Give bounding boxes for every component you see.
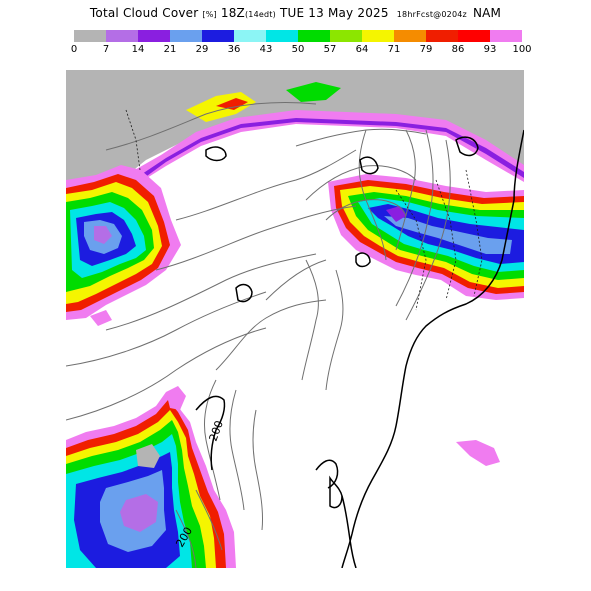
legend-swatch-2 bbox=[138, 30, 170, 42]
legend-swatch-5 bbox=[234, 30, 266, 42]
cloud-patch-small-2 bbox=[456, 440, 500, 466]
legend-tick-21: 21 bbox=[163, 44, 177, 55]
contour-line-6 bbox=[66, 327, 267, 421]
contour-line-15 bbox=[325, 269, 344, 391]
legend-tick-43: 43 bbox=[259, 44, 273, 55]
legend-tick-71: 71 bbox=[387, 44, 401, 55]
legend-ticks: 0 7 14 21 29 36 43 50 57 64 71 79 86 93 100 bbox=[70, 44, 532, 58]
cloud-east-lightblue bbox=[384, 216, 512, 254]
legend-tick-64: 64 bbox=[355, 44, 369, 55]
contour-line-5 bbox=[66, 291, 267, 367]
legend-tick-29: 29 bbox=[195, 44, 209, 55]
title-forecast: 18hrFcst@0204z bbox=[396, 10, 467, 19]
contour-line-22 bbox=[265, 259, 327, 301]
cloud-southwest-north-lobe bbox=[166, 386, 186, 410]
legend-tick-36: 36 bbox=[227, 44, 241, 55]
contour-line-11 bbox=[395, 129, 416, 251]
legend-swatch-13 bbox=[490, 30, 522, 42]
contour-line-21 bbox=[358, 129, 387, 261]
coastlines bbox=[195, 129, 524, 568]
coastline-east bbox=[341, 129, 524, 568]
contour-line-7 bbox=[215, 299, 327, 371]
cloud-southwest-grey bbox=[136, 444, 160, 468]
contour-line-14 bbox=[301, 259, 319, 381]
legend-swatch-10 bbox=[394, 30, 426, 42]
contour-line-9 bbox=[305, 165, 417, 201]
cloud-band-north-green bbox=[286, 82, 341, 102]
legend-swatch-12 bbox=[458, 30, 490, 42]
cloud-patch-small-1 bbox=[90, 310, 112, 326]
border-line-3 bbox=[465, 169, 483, 297]
contour-line-4 bbox=[105, 253, 317, 331]
cloud-band-north-pink bbox=[96, 110, 524, 200]
legend-tick-0: 0 bbox=[70, 44, 78, 55]
coastline-island-2 bbox=[359, 156, 379, 175]
map-title: Total Cloud Cover [%] 18Z(14edt) TUE 13 … bbox=[0, 6, 591, 20]
contour-line-17 bbox=[229, 389, 245, 511]
contour-line-20 bbox=[195, 489, 223, 551]
contour-line-2 bbox=[175, 149, 357, 221]
coastline-west-cape bbox=[195, 395, 226, 471]
title-time: 18Z bbox=[220, 6, 245, 20]
cloud-region-grey-north bbox=[66, 70, 524, 190]
legend-swatch-4 bbox=[202, 30, 234, 42]
legend-swatch-3 bbox=[170, 30, 202, 42]
border-line-1 bbox=[395, 189, 427, 311]
contour-line-13 bbox=[405, 139, 451, 321]
cloud-southwest-violet bbox=[120, 494, 158, 532]
legend-swatch-1 bbox=[106, 30, 138, 42]
title-date: TUE 13 May 2025 bbox=[279, 6, 389, 20]
legend-tick-86: 86 bbox=[451, 44, 465, 55]
legend-tick-93: 93 bbox=[483, 44, 497, 55]
map-panel: 200 200 bbox=[66, 70, 524, 568]
border-line-2 bbox=[435, 179, 457, 301]
legend-swatch-0 bbox=[74, 30, 106, 42]
contour-line-3 bbox=[155, 205, 357, 271]
cloud-band-north-red bbox=[216, 98, 248, 110]
title-main: Total Cloud Cover bbox=[89, 6, 199, 20]
title-units: [%] bbox=[202, 10, 217, 19]
contour-line-12 bbox=[395, 129, 434, 307]
legend-swatch-8 bbox=[330, 30, 362, 42]
coastline-lake bbox=[205, 146, 227, 162]
cloud-cover-map: 200 200 bbox=[66, 70, 524, 568]
legend-swatch-9 bbox=[362, 30, 394, 42]
legend-tick-7: 7 bbox=[102, 44, 110, 55]
cloud-east-violet bbox=[386, 206, 406, 222]
color-legend bbox=[74, 30, 522, 42]
legend-swatch-7 bbox=[298, 30, 330, 42]
legend-tick-57: 57 bbox=[323, 44, 337, 55]
legend-tick-14: 14 bbox=[131, 44, 145, 55]
contour-line-18 bbox=[252, 409, 263, 531]
cloud-band-north-purple bbox=[106, 118, 524, 198]
contour-line-16 bbox=[203, 379, 221, 501]
title-model: NAM bbox=[472, 6, 502, 20]
coastline-island-3 bbox=[355, 252, 371, 268]
contour-line-19 bbox=[175, 509, 197, 568]
coastline-north-island bbox=[455, 136, 479, 157]
legend-tick-79: 79 bbox=[419, 44, 433, 55]
coastline-island-1 bbox=[235, 283, 253, 303]
contour-lines bbox=[66, 101, 451, 568]
coastline-peninsula bbox=[341, 495, 357, 568]
borders bbox=[125, 109, 483, 311]
contour-line-1 bbox=[105, 101, 317, 151]
legend-tick-50: 50 bbox=[291, 44, 305, 55]
cloud-west-violet bbox=[94, 226, 112, 244]
title-time-local: (14edt) bbox=[244, 10, 276, 19]
legend-swatch-6 bbox=[266, 30, 298, 42]
legend-swatch-11 bbox=[426, 30, 458, 42]
legend-tick-100: 100 bbox=[512, 44, 532, 55]
